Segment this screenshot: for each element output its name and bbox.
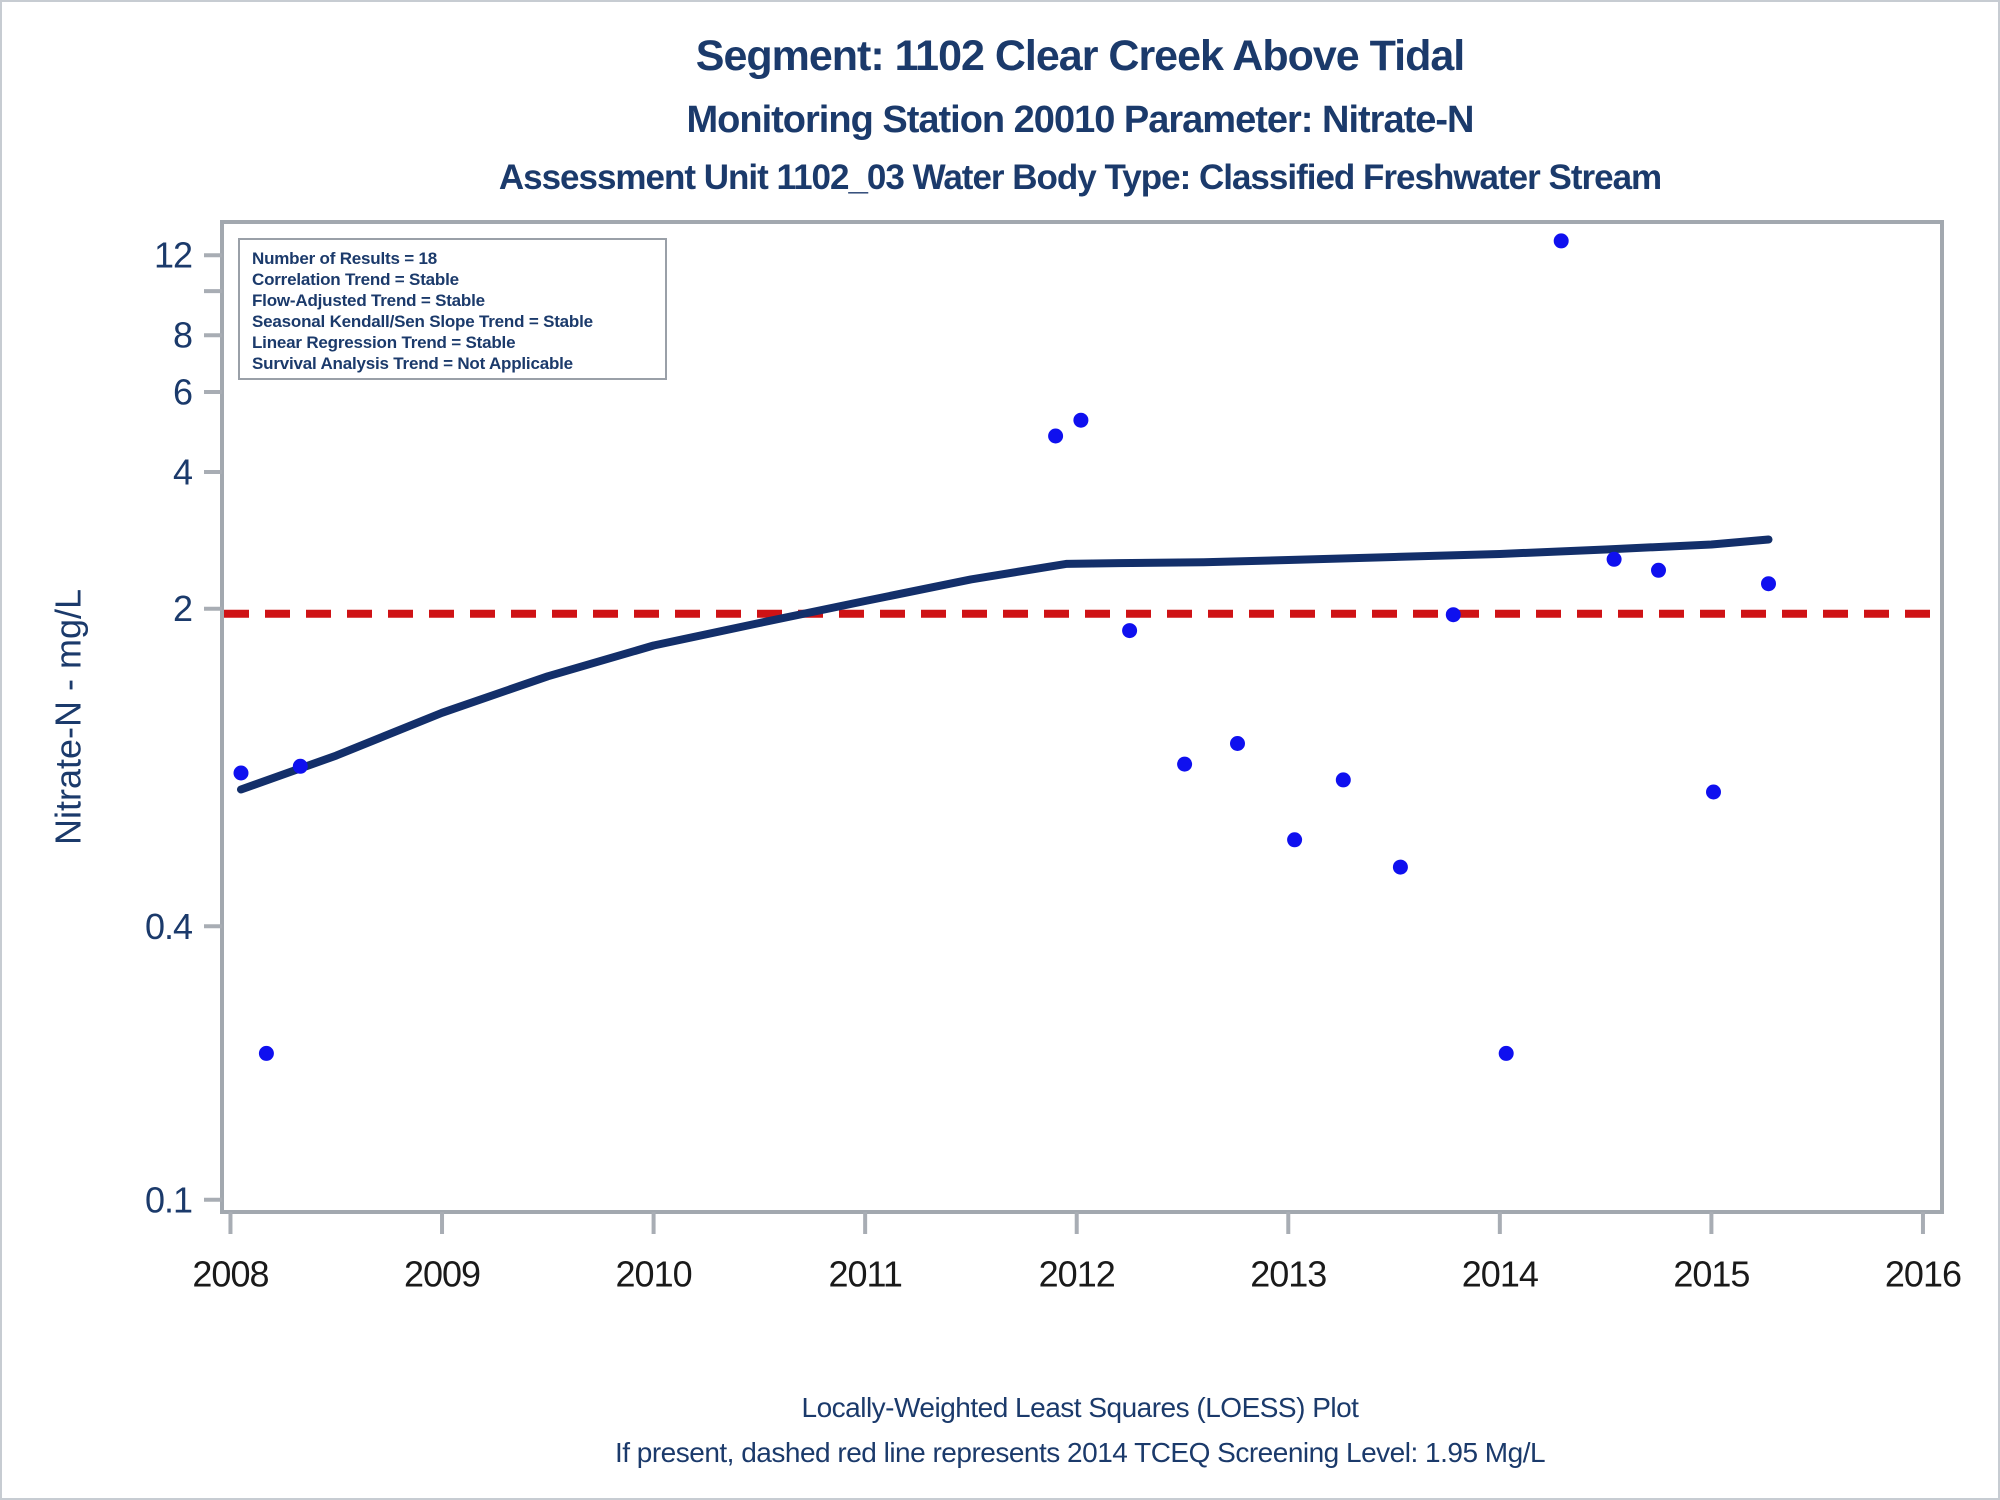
y-axis-tick-label: 12	[154, 235, 192, 276]
y-axis-tick-label: 8	[173, 315, 192, 356]
data-point	[1553, 233, 1569, 249]
x-axis-tick-label: 2009	[404, 1254, 480, 1295]
x-axis-tick-label: 2013	[1250, 1254, 1326, 1295]
x-axis-tick-label: 2010	[616, 1254, 692, 1295]
footer-loess-note: Locally-Weighted Least Squares (LOESS) P…	[801, 1392, 1359, 1423]
stat-line-correlation-trend: Correlation Trend = Stable	[252, 270, 459, 289]
loess-curve	[237, 535, 1773, 794]
data-point	[1177, 756, 1193, 772]
y-axis-title: Nitrate-N - mg/L	[48, 589, 89, 845]
data-point	[1048, 428, 1064, 444]
data-point	[258, 1045, 274, 1061]
stat-line-seasonal-kendall-trend: Seasonal Kendall/Sen Slope Trend = Stabl…	[252, 312, 593, 331]
data-point	[1073, 412, 1089, 428]
data-point	[1230, 736, 1245, 751]
data-point	[1122, 623, 1138, 639]
footer-screening-level-note: If present, dashed red line represents 2…	[614, 1437, 1546, 1468]
data-point	[1706, 784, 1721, 800]
stat-line-flow-adjusted-trend: Flow-Adjusted Trend = Stable	[252, 291, 485, 310]
x-axis-tick-label: 2012	[1039, 1254, 1115, 1295]
data-point	[1498, 1045, 1514, 1061]
x-axis-tick-label: 2011	[828, 1254, 901, 1295]
x-axis-tick-label: 2016	[1885, 1254, 1961, 1295]
y-axis-tick-label: 0.4	[145, 906, 192, 947]
data-point	[1606, 551, 1622, 567]
y-axis-tick-label: 2	[173, 588, 192, 629]
data-point	[1335, 772, 1351, 788]
plot-frame	[220, 220, 1944, 1214]
x-axis-tick-label: 2015	[1673, 1254, 1749, 1295]
data-point	[1651, 562, 1666, 578]
y-axis-tick-label: 4	[173, 451, 192, 492]
stat-line-linear-regression-trend: Linear Regression Trend = Stable	[252, 333, 516, 352]
stat-line-number-of-results: Number of Results = 18	[252, 249, 438, 268]
y-axis-tick-label: 0.1	[145, 1179, 192, 1220]
data-point	[292, 758, 308, 774]
x-axis-tick-label: 2008	[192, 1254, 268, 1295]
stats-box: Number of Results = 18 Correlation Trend…	[238, 238, 667, 380]
page-title: Segment: 1102 Clear Creek Above Tidal	[695, 32, 1465, 80]
data-point	[1287, 832, 1303, 848]
chart-subtitle-assessment-unit: Assessment Unit 1102_03 Water Body Type:…	[498, 158, 1662, 197]
stat-line-survival-analysis-trend: Survival Analysis Trend = Not Applicable	[252, 354, 573, 373]
data-point	[1761, 576, 1776, 592]
chart-subtitle-station: Monitoring Station 20010 Parameter: Nitr…	[686, 99, 1475, 141]
y-axis-tick-label: 6	[173, 371, 192, 412]
x-axis-tick-label: 2014	[1462, 1254, 1538, 1295]
data-point	[233, 765, 249, 781]
data-point	[1392, 859, 1408, 875]
data-point	[1445, 607, 1461, 623]
